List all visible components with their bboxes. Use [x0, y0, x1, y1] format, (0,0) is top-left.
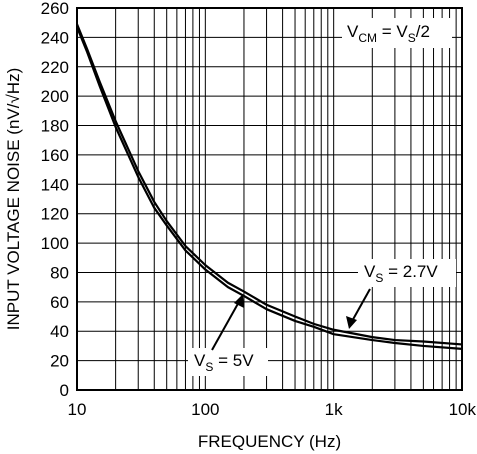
y-tick-label-80: 80	[50, 263, 69, 282]
series-label-5v-rest: = 5V	[213, 351, 254, 370]
vcm-sub-cm: CM	[358, 31, 377, 45]
series-label-5v-v: V	[194, 351, 206, 370]
series-label-2p7v-arrow	[350, 288, 371, 324]
y-tick-label-0: 0	[60, 381, 69, 400]
vcm-eq: = V	[377, 22, 408, 41]
x-tick-label-10: 10	[68, 400, 87, 419]
y-axis-title: INPUT VOLTAGE NOISE (nV/√Hz)	[4, 68, 23, 331]
y-tick-label-40: 40	[50, 322, 69, 341]
y-tick-label-200: 200	[41, 87, 69, 106]
x-tick-label-1k: 1k	[325, 400, 343, 419]
y-tick-label-260: 260	[41, 0, 69, 18]
series-line-1	[75, 26, 463, 350]
x-tick-label-100: 100	[191, 400, 219, 419]
y-tick-label-140: 140	[41, 175, 69, 194]
series-label-5v-text: VS = 5V	[194, 351, 254, 374]
series-label-5v-background	[188, 348, 268, 376]
series-label-2p7v-rest: = 2.7V	[383, 262, 438, 281]
vcm-rest: /2	[416, 22, 430, 41]
grid	[77, 8, 462, 390]
y-tick-label-240: 240	[41, 28, 69, 47]
series-label-2p7v-v: V	[364, 262, 376, 281]
y-tick-label-120: 120	[41, 205, 69, 224]
series-label-2p7v-text: VS = 2.7V	[364, 262, 438, 285]
y-tick-label-220: 220	[41, 58, 69, 77]
series-label-5v: VS = 5V	[188, 294, 268, 376]
series-label-2p7v: VS = 2.7V	[346, 259, 456, 329]
series-label-2p7v-background	[358, 259, 456, 287]
vcm-annotation-text: VCM = VS/2	[347, 22, 430, 45]
y-tick-label-60: 60	[50, 293, 69, 312]
x-axis-title: FREQUENCY (Hz)	[198, 432, 341, 451]
x-tick-label-10k: 10k	[449, 400, 477, 419]
y-tick-label-180: 180	[41, 117, 69, 136]
y-tick-label-100: 100	[41, 234, 69, 253]
series-label-5v-arrowhead	[234, 294, 244, 308]
vcm-v: V	[347, 22, 359, 41]
plot-area-border	[76, 7, 463, 391]
series-label-5v-sub: S	[205, 360, 213, 374]
vcm-annotation: VCM = VS/2	[342, 18, 452, 48]
series-lines	[75, 23, 463, 350]
x-tick-labels: 10 100 1k 10k	[68, 400, 477, 419]
series-label-2p7v-arrowhead	[346, 316, 357, 329]
vcm-annotation-background	[342, 18, 452, 48]
y-tick-label-160: 160	[41, 146, 69, 165]
vcm-sub-s: S	[408, 31, 416, 45]
series-label-5v-arrow	[211, 299, 241, 351]
series-line-0	[75, 23, 463, 346]
y-tick-labels: 0 20 40 60 80 100 120 140 160 180 200 220 240 260	[41, 0, 69, 400]
y-tick-label-20: 20	[50, 352, 69, 371]
series-label-2p7v-sub: S	[375, 271, 383, 285]
